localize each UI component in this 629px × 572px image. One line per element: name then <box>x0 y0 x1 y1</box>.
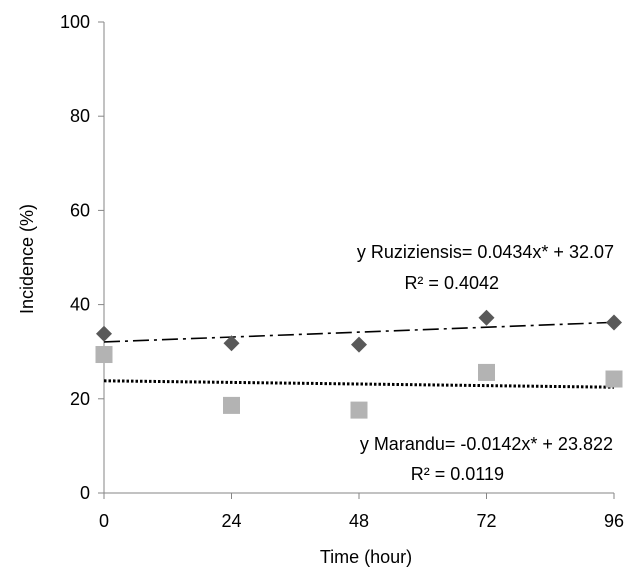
point-marandu <box>350 401 368 419</box>
point-marandu <box>478 363 495 381</box>
x-tick-label: 0 <box>99 511 109 531</box>
point-marandu <box>605 370 623 388</box>
y-tick-label: 0 <box>80 483 90 503</box>
point-ruziziensis <box>96 325 112 342</box>
x-tick-label: 24 <box>221 511 241 531</box>
point-ruziziensis <box>478 309 495 326</box>
x-tick-label: 72 <box>476 511 496 531</box>
y-axis-title: Incidence (%) <box>17 204 37 314</box>
point-marandu <box>223 396 240 414</box>
marandu-equation-label: y Marandu= -0.0142x* + 23.822 <box>360 434 613 454</box>
point-marandu <box>95 346 113 364</box>
trendline-marandu <box>103 379 615 389</box>
y-tick-label: 100 <box>60 12 90 32</box>
ruziziensis-r2-label: R² = 0.4042 <box>404 273 499 293</box>
axes: 0 20 40 60 80 100 0 24 48 72 96 <box>60 12 624 531</box>
x-tick-label: 96 <box>604 511 624 531</box>
y-tick-label: 40 <box>70 295 90 315</box>
marandu-r2-label: R² = 0.0119 <box>411 464 504 484</box>
point-ruziziensis <box>351 336 367 353</box>
trendlines <box>103 321 615 389</box>
y-tick-label: 20 <box>70 389 90 409</box>
point-ruziziensis <box>223 335 240 352</box>
data-points <box>95 309 623 419</box>
ruziziensis-equation-label: y Ruziziensis= 0.0434x* + 32.07 <box>357 242 614 262</box>
x-axis-title: Time (hour) <box>320 547 412 567</box>
point-ruziziensis <box>606 314 622 331</box>
y-tick-label: 80 <box>70 106 90 126</box>
y-tick-label: 60 <box>70 200 90 220</box>
x-tick-label: 48 <box>349 511 369 531</box>
trendline-ruziziensis <box>103 321 615 343</box>
